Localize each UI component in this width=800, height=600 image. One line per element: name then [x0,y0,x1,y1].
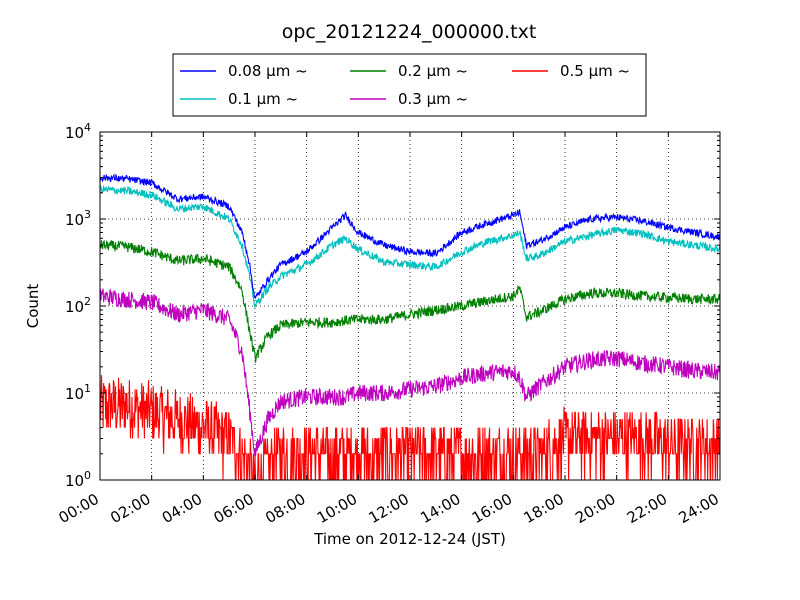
legend-label: 0.08 μm ~ [228,62,308,80]
x-tick-label: 00:00 [56,490,102,527]
legend: 0.08 μm ~ 0.1 μm ~ 0.2 μm ~ 0.3 μm ~ 0.5 μm … [172,53,647,117]
legend-box [172,53,647,117]
x-tick-label: 18:00 [521,490,567,527]
y-tick-label: 101 [65,382,91,403]
x-tick-label: 14:00 [417,490,463,527]
y-axis-label: Count [24,284,42,329]
legend-label: 0.5 μm ~ [560,62,630,80]
x-tick-label: 12:00 [366,490,412,527]
series-layer [99,173,721,481]
y-tick-label: 103 [65,208,91,229]
x-tick-label: 20:00 [572,490,618,527]
series-line-3 [99,288,721,457]
y-tick-label: 100 [65,469,91,490]
y-tick-label: 102 [65,295,91,316]
y-axis-ticks: 100 101 102 103 104 [65,121,720,490]
x-tick-label: 22:00 [624,490,670,527]
y-tick-label: 104 [65,121,91,142]
chart-title: opc_20121224_000000.txt [282,21,537,43]
legend-label: 0.1 μm ~ [228,90,298,108]
x-tick-label: 16:00 [469,490,515,527]
x-tick-label: 04:00 [159,490,205,527]
series-line-2 [99,239,721,363]
series-line-0 [99,173,721,300]
series-line-4 [99,375,721,481]
x-tick-label: 24:00 [676,490,722,527]
x-axis-ticks: 00:00 02:00 04:00 06:00 08:00 10:00 12:00 14:00… [56,132,722,527]
x-tick-label: 06:00 [211,490,257,527]
series-line-1 [99,184,721,308]
x-axis-label: Time on 2012-12-24 (JST) [313,530,506,548]
x-tick-label: 02:00 [107,490,153,527]
x-tick-label: 08:00 [262,490,308,527]
legend-label: 0.2 μm ~ [398,62,468,80]
legend-label: 0.3 μm ~ [398,90,468,108]
x-tick-label: 10:00 [314,490,360,527]
